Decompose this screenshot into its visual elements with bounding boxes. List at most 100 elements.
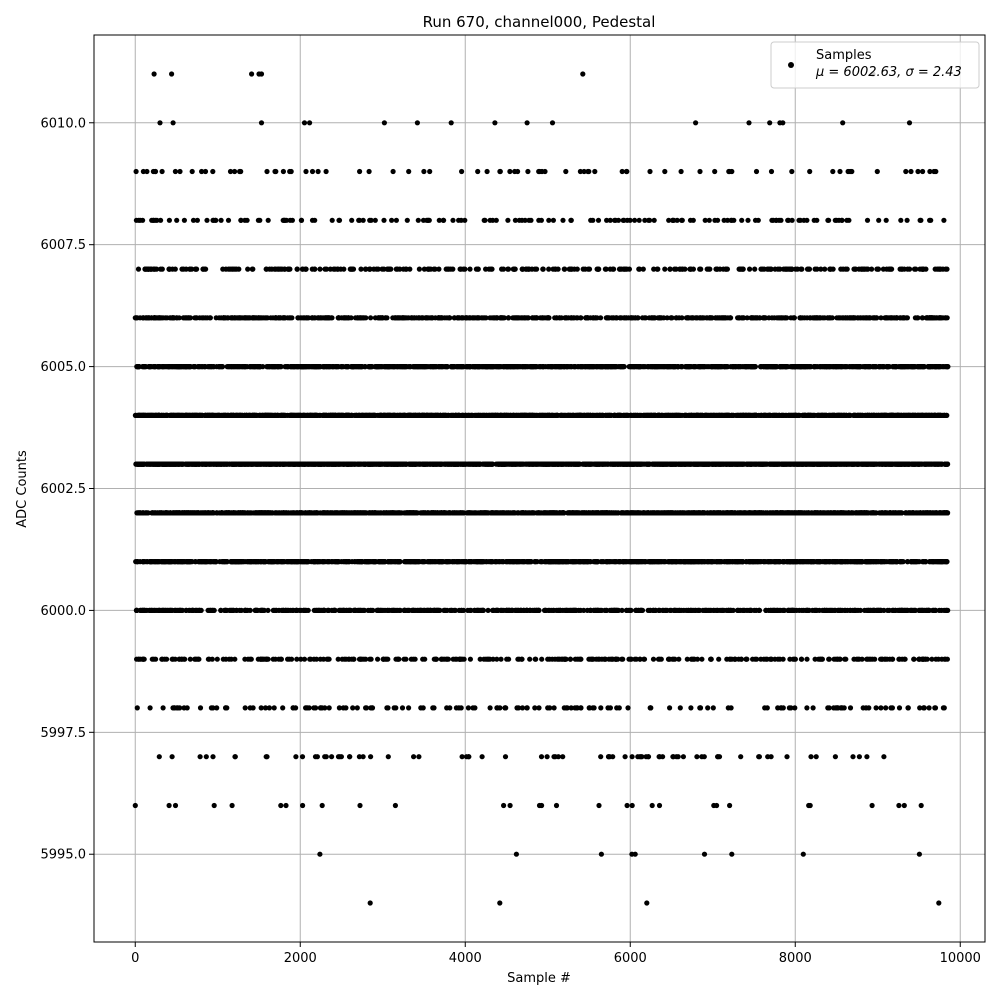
sample-point bbox=[635, 559, 642, 565]
sample-point bbox=[869, 802, 875, 809]
sample-point bbox=[944, 559, 950, 565]
sample-point bbox=[458, 607, 464, 614]
sample-point bbox=[936, 559, 943, 565]
sample-point bbox=[705, 705, 711, 711]
sample-point bbox=[296, 510, 302, 516]
sample-point bbox=[186, 607, 192, 614]
sample-point bbox=[391, 705, 397, 711]
sample-point bbox=[576, 656, 582, 662]
sample-point bbox=[851, 656, 857, 662]
sample-point bbox=[780, 705, 786, 711]
sample-point bbox=[466, 754, 472, 760]
sample-point bbox=[722, 559, 728, 565]
sample-point bbox=[780, 607, 786, 614]
sample-point bbox=[744, 656, 750, 662]
chart-title: Run 670, channel000, Pedestal bbox=[423, 13, 656, 31]
sample-point bbox=[935, 656, 942, 662]
sample-point bbox=[148, 559, 154, 565]
sample-point bbox=[876, 510, 883, 516]
sample-point bbox=[889, 656, 895, 662]
sample-point bbox=[620, 656, 626, 662]
sample-point bbox=[379, 607, 385, 614]
sample-point bbox=[578, 705, 584, 711]
sample-point bbox=[870, 559, 877, 565]
sample-point bbox=[280, 607, 286, 614]
sample-point bbox=[534, 607, 540, 614]
sample-point bbox=[735, 559, 742, 565]
sample-point bbox=[916, 851, 923, 857]
sample-point bbox=[371, 510, 377, 516]
sample-point bbox=[406, 705, 412, 711]
sample-point bbox=[622, 754, 628, 760]
sample-point bbox=[315, 607, 321, 614]
sample-point bbox=[659, 559, 665, 565]
sample-point bbox=[886, 559, 892, 565]
sample-point bbox=[911, 656, 917, 662]
sample-point bbox=[197, 754, 203, 760]
sample-point bbox=[133, 607, 140, 614]
sample-point bbox=[557, 607, 564, 614]
sample-point bbox=[164, 510, 171, 516]
sample-point bbox=[343, 559, 349, 565]
sample-point bbox=[574, 705, 580, 711]
sample-point bbox=[750, 510, 756, 516]
sample-point bbox=[832, 607, 838, 614]
sample-point bbox=[640, 510, 646, 516]
sample-point bbox=[808, 754, 814, 760]
sample-point bbox=[857, 607, 864, 614]
sample-point bbox=[878, 559, 884, 565]
sample-point bbox=[810, 705, 816, 711]
sample-point bbox=[832, 754, 839, 760]
sample-point bbox=[594, 559, 601, 565]
sample-point bbox=[856, 754, 863, 760]
sample-point bbox=[838, 510, 844, 516]
sample-point bbox=[583, 559, 589, 565]
sample-point bbox=[735, 510, 741, 516]
sample-point bbox=[431, 656, 437, 662]
sample-point bbox=[369, 705, 375, 711]
sample-point bbox=[357, 656, 364, 662]
sample-point bbox=[672, 510, 679, 516]
sample-point bbox=[375, 656, 381, 662]
sample-point bbox=[925, 607, 931, 614]
sample-point bbox=[792, 705, 798, 711]
sample-point bbox=[570, 607, 576, 614]
sample-point bbox=[850, 607, 856, 614]
sample-point bbox=[940, 705, 947, 711]
sample-point bbox=[545, 656, 551, 662]
sample-point bbox=[424, 607, 431, 614]
sample-point bbox=[376, 510, 382, 516]
points-layer bbox=[132, 71, 951, 906]
sample-point bbox=[804, 705, 810, 711]
sample-point bbox=[434, 607, 440, 614]
sample-point bbox=[412, 656, 418, 662]
sample-point bbox=[565, 510, 571, 516]
sample-point bbox=[202, 559, 208, 565]
sample-point bbox=[761, 656, 767, 662]
sample-point bbox=[402, 607, 408, 614]
sample-point bbox=[649, 802, 655, 809]
sample-point bbox=[691, 510, 697, 516]
sample-point bbox=[368, 656, 374, 662]
sample-point bbox=[336, 705, 342, 711]
sample-point bbox=[153, 510, 159, 516]
sample-point bbox=[625, 510, 631, 516]
sample-point bbox=[388, 559, 394, 565]
sample-point bbox=[708, 559, 714, 565]
sample-point bbox=[871, 607, 877, 614]
sample-point bbox=[834, 705, 840, 711]
sample-point bbox=[224, 607, 230, 614]
sample-point bbox=[553, 559, 559, 565]
sample-point bbox=[197, 559, 203, 565]
sample-point bbox=[645, 607, 651, 614]
sample-point bbox=[694, 754, 700, 760]
sample-point bbox=[926, 705, 932, 711]
sample-point bbox=[447, 607, 453, 614]
sample-point bbox=[293, 754, 299, 760]
sample-point bbox=[590, 705, 596, 711]
sample-point bbox=[187, 656, 193, 662]
sample-point bbox=[403, 510, 409, 516]
sample-point bbox=[943, 607, 949, 614]
sample-point bbox=[347, 510, 353, 516]
sample-point bbox=[768, 656, 775, 662]
